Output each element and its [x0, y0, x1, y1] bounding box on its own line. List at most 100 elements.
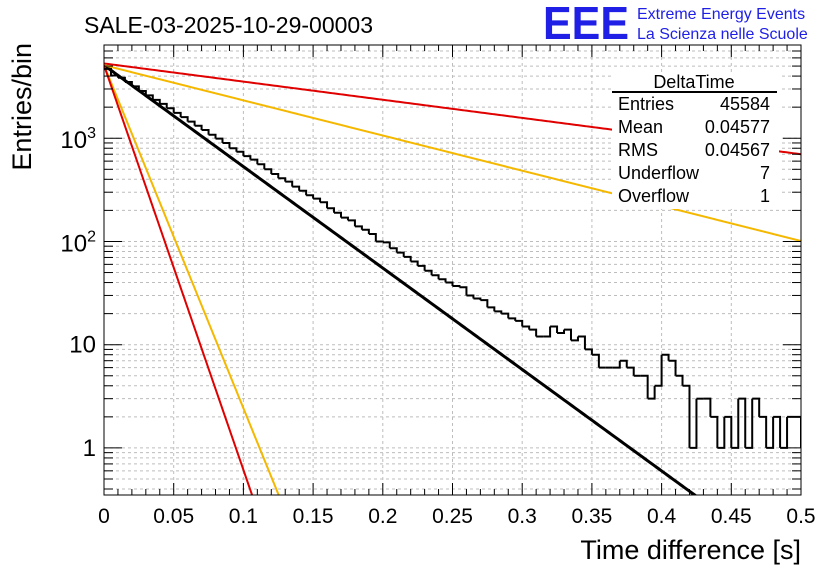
histogram-bin: [138, 89, 147, 96]
x-tick-label: 0.15: [293, 505, 334, 528]
stats-value-entries: 45584: [720, 94, 770, 114]
plot-frame: [103, 44, 802, 496]
histogram-bin: [773, 415, 782, 448]
curve-lower-slow: [104, 64, 801, 242]
x-tick-label: 0.4: [647, 505, 677, 528]
histogram-bin: [731, 398, 740, 449]
stats-value-underflow: 7: [760, 163, 770, 183]
histogram-bin: [166, 107, 175, 113]
x-tick-label: 0.3: [508, 505, 537, 528]
y-tick-label: 103: [60, 125, 96, 154]
histogram-bin: [564, 328, 572, 341]
histogram-bin: [410, 260, 419, 266]
histogram-bin: [271, 173, 280, 179]
histogram-bin: [187, 120, 196, 126]
stats-label-mean: Mean: [618, 117, 663, 137]
histogram-bin: [466, 294, 475, 299]
histogram-bin: [257, 163, 266, 170]
histogram-bin: [724, 415, 733, 448]
histogram-bin: [668, 359, 677, 376]
histogram-bin: [480, 299, 489, 308]
histogram-bin: [738, 397, 747, 448]
y-axis-label: Entries/bin: [7, 43, 37, 171]
histogram-bin: [285, 180, 294, 187]
histogram-bin: [159, 102, 168, 109]
histogram-bin: [124, 81, 133, 87]
histogram-bin: [459, 286, 468, 296]
histogram-bin: [752, 397, 761, 417]
histogram-bin: [438, 278, 447, 283]
histogram-bin: [591, 353, 600, 368]
stats-box-title: DeltaTime: [653, 72, 734, 92]
histogram-bin: [229, 147, 238, 152]
histogram-bin: [382, 241, 391, 249]
histogram-bin: [320, 201, 329, 209]
histogram-bin: [299, 189, 308, 196]
histogram-bin: [431, 274, 440, 280]
histogram-bin: [347, 219, 356, 227]
curve-upper-fast: [104, 64, 254, 495]
histogram-bin: [173, 111, 182, 118]
histogram-bin: [417, 264, 426, 271]
histogram-bin: [180, 116, 189, 122]
histogram-bin: [306, 194, 315, 199]
logo-line-1: Extreme Energy Events: [637, 6, 805, 23]
histogram-bin: [619, 359, 628, 368]
histogram-bin: [152, 98, 161, 104]
logo-line-2: La Scienza nelle Scuole: [637, 26, 808, 43]
eee-logo: EEE Extreme Energy Events La Scienza nel…: [543, 0, 808, 49]
logo-mark: EEE: [543, 0, 629, 49]
histogram-bin: [501, 312, 510, 319]
stats-value-mean: 0.04577: [705, 117, 770, 137]
histogram-bin: [626, 366, 635, 376]
stats-value-overflow: 1: [760, 186, 770, 206]
histogram-bin: [403, 255, 412, 262]
histogram-bin: [264, 168, 273, 175]
histogram-bin: [710, 415, 719, 448]
histogram-bin: [577, 335, 586, 350]
histogram-bin: [745, 398, 754, 449]
histogram-bin: [194, 124, 203, 131]
stats-label-entries: Entries: [618, 94, 674, 114]
stats-value-rms: 0.04567: [705, 140, 770, 160]
histogram-bin: [759, 415, 768, 448]
histogram-bin: [215, 137, 224, 143]
histogram-bin: [145, 94, 154, 100]
histogram-bin: [201, 129, 210, 135]
x-axis-label: Time difference [s]: [580, 535, 801, 565]
histogram-bin: [445, 281, 454, 287]
histogram-bin: [515, 319, 524, 327]
histogram-bin: [543, 326, 552, 338]
histogram-bin: [313, 197, 322, 203]
histogram-bin: [396, 251, 405, 257]
histogram-bin: [487, 306, 496, 312]
histogram-bin: [654, 354, 663, 387]
histogram-bin: [640, 374, 649, 399]
histogram-bin: [703, 397, 712, 417]
histogram-bin: [584, 348, 593, 355]
histogram-bin: [250, 158, 259, 165]
histogram-bin: [375, 240, 384, 243]
stats-label-rms: RMS: [618, 140, 658, 160]
histogram-bin: [222, 141, 231, 149]
histogram-bin: [522, 325, 531, 330]
histogram-bin: [612, 360, 621, 369]
y-tick-label: 10: [69, 332, 96, 359]
y-tick-label: 102: [60, 228, 96, 257]
chart-title: SALE-03-2025-10-29-00003: [84, 12, 373, 38]
stats-label-overflow: Overflow: [618, 186, 690, 206]
histogram-bin: [243, 155, 252, 160]
histogram-bin: [389, 247, 398, 253]
histogram-bin: [278, 177, 287, 182]
x-tick-label: 0.1: [229, 505, 258, 528]
y-tick-label: 1: [83, 435, 96, 462]
histogram-bin: [354, 225, 363, 230]
histogram-bin: [424, 269, 433, 276]
histogram-bin: [327, 207, 336, 213]
histogram-bin: [689, 398, 698, 449]
histogram-bin: [675, 374, 684, 386]
x-tick-label: 0.05: [153, 505, 194, 528]
x-tick-label: 0.5: [786, 505, 815, 528]
